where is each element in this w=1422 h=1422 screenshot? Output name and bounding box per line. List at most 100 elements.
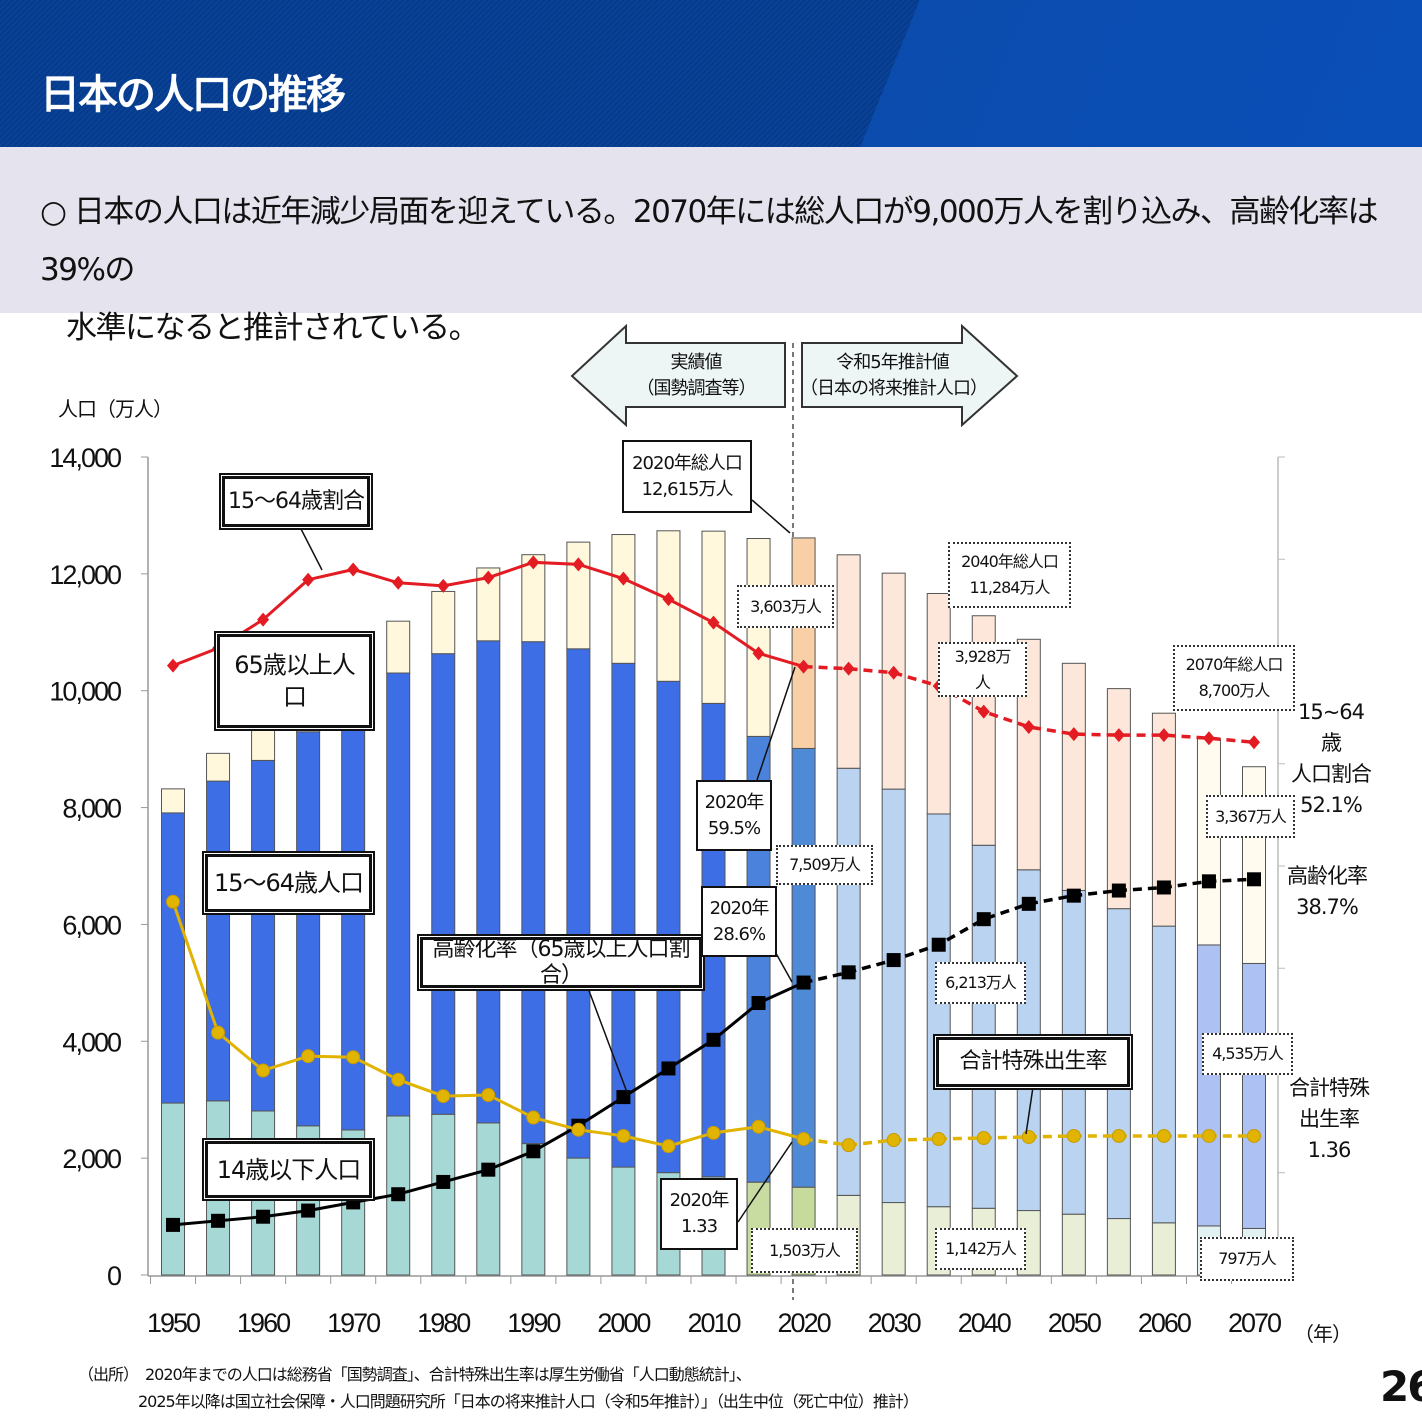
ratio-1564-marker	[437, 578, 450, 593]
ratio-1564-marker	[842, 661, 855, 676]
aging-rate-marker	[166, 1217, 180, 1232]
x-tick-label: 2060	[1138, 1308, 1191, 1338]
y-tick-label: 4,000	[62, 1027, 121, 1057]
p65-2040-line1: 3,928万	[954, 646, 1012, 666]
ratio-1564-marker	[347, 562, 360, 577]
callout-p65-2070: 3,367万人	[1206, 795, 1295, 838]
x-tick-label: 1950	[147, 1308, 200, 1338]
x-tick-label: 2000	[597, 1308, 650, 1338]
aging-rate-marker	[481, 1162, 496, 1177]
callout-total-2070: 2070年総人口 8,700万人	[1173, 645, 1295, 711]
ratio2020-line1: 2020年	[704, 791, 765, 813]
callout-p014-2070: 797万人	[1200, 1237, 1294, 1281]
callout-line-tfr2020	[737, 1141, 793, 1223]
ratio-1564-line-projection	[803, 664, 1255, 745]
tfr-marker	[1066, 1128, 1081, 1143]
summary-text: ○ 日本の人口は近年減少局面を迎えている。2070年には総人口が9,000万人を…	[40, 183, 1410, 357]
callout-line-ratio2020	[756, 666, 796, 781]
bar-segment-age-15-64	[431, 653, 456, 1115]
right-ratio-3: 52.1%	[1300, 793, 1363, 817]
aging-rate-marker	[1021, 896, 1036, 911]
aging-rate-marker	[886, 953, 901, 968]
ratio-1564-marker	[392, 575, 405, 590]
aging-rate-marker	[976, 912, 991, 927]
bar-segment-age-65-plus	[251, 728, 276, 761]
label-pop-65: 65歳以上人口	[217, 634, 372, 728]
aging-rate-marker	[841, 965, 856, 980]
right-label-tfr: 合計特殊 出生率 1.36	[1286, 1073, 1372, 1166]
tfr-marker	[346, 1050, 361, 1065]
aging-rate-marker	[706, 1032, 721, 1047]
aging-rate-marker	[436, 1174, 451, 1189]
ratio-1564-marker	[887, 665, 900, 680]
bar-segment-age-65-plus	[476, 567, 501, 642]
tfr-marker	[1111, 1128, 1126, 1143]
tfr-marker	[526, 1110, 541, 1125]
bar-segment-age-0-14	[161, 1102, 185, 1276]
aging-rate-marker	[1156, 880, 1171, 895]
callout-line-tfr	[1025, 1086, 1034, 1135]
ratio-1564-marker	[572, 557, 585, 572]
tfr-marker	[391, 1072, 406, 1087]
right-tfr-3: 1.36	[1307, 1138, 1352, 1162]
x-tick-label: 2020	[778, 1308, 831, 1338]
actual-label-1: 実績値	[670, 352, 723, 373]
tfr-marker	[1156, 1128, 1171, 1143]
tfr-marker	[166, 894, 180, 909]
right-label-aging: 高齢化率 38.7%	[1284, 861, 1370, 923]
x-tick-label: 2030	[868, 1308, 921, 1338]
callout-ratio-2020: 2020年 59.5%	[696, 780, 772, 851]
tfr-marker	[1247, 1128, 1261, 1143]
bar-segment-age-15-64	[476, 640, 501, 1124]
bar-segment-age-15-64	[206, 780, 231, 1102]
bar-segment-age-15-64	[791, 747, 816, 1188]
summary-panel: ○ 日本の人口は近年減少局面を迎えている。2070年には総人口が9,000万人を…	[0, 147, 1422, 346]
bar-segment-age-15-64	[656, 680, 681, 1174]
bar-segment-age-0-14	[611, 1166, 636, 1276]
tfr2020-line1: 2020年	[669, 1190, 730, 1211]
bar-segment-age-0-14	[1061, 1213, 1086, 1276]
bar-segment-age-15-64	[251, 759, 276, 1112]
bar-segment-age-0-14	[476, 1122, 501, 1276]
ratio-1564-marker	[617, 571, 630, 586]
x-tick-label: 2050	[1048, 1308, 1101, 1338]
tfr-marker	[1021, 1129, 1036, 1144]
bar-segment-age-65-plus	[881, 572, 906, 790]
label-tfr: 合計特殊出生率	[936, 1037, 1130, 1087]
label-ratio-1564: 15～64歳割合	[222, 476, 370, 527]
callout-p1564-2020: 7,509万人	[776, 845, 873, 885]
bar-segment-age-65-plus	[386, 620, 411, 674]
x-tick-label: 1990	[507, 1308, 560, 1338]
tfr-marker	[931, 1132, 946, 1147]
total2040-line2: 11,284万人	[969, 578, 1051, 597]
y-tick-label: 14,000	[49, 443, 121, 473]
y-tick-label: 10,000	[49, 677, 121, 707]
actual-arrow-label: 実績値 （国勢調査等）	[626, 350, 766, 402]
tfr-marker	[661, 1139, 676, 1154]
tfr2020-line2: 1.33	[680, 1216, 718, 1237]
right-tfr-1: 合計特殊	[1289, 1076, 1370, 1100]
aging-rate-marker	[1111, 883, 1126, 898]
source-line-1: （出所） 2020年までの人口は総務省「国勢調査」、合計特殊出生率は厚生労働省「…	[78, 1365, 752, 1384]
ratio-1564-marker	[167, 658, 179, 673]
bar-segment-age-65-plus	[161, 788, 185, 814]
tfr-marker	[841, 1138, 856, 1153]
header-banner: 日本の人口の推移	[0, 0, 1422, 147]
aging-rate-marker	[301, 1203, 316, 1218]
callout-p014-2020: 1,503万人	[751, 1228, 858, 1273]
bar-segment-age-65-plus	[1151, 712, 1176, 927]
tfr-marker	[751, 1119, 766, 1134]
tfr-marker	[301, 1049, 316, 1064]
y-axis-title: 人口（万人）	[58, 397, 173, 421]
bar-segment-age-65-plus	[791, 537, 816, 749]
right-label-ratio: 15~64歳 人口割合 52.1%	[1288, 697, 1374, 821]
bar-segment-age-0-14	[566, 1157, 591, 1276]
right-ratio-1: 15~64歳	[1297, 700, 1365, 755]
x-axis-unit: （年）	[1294, 1322, 1352, 1346]
aging-rate-marker	[661, 1061, 676, 1076]
bar-segment-age-65-plus	[1061, 662, 1086, 891]
bar-segment-age-65-plus	[1106, 688, 1131, 910]
ratio-1564-marker	[1202, 731, 1215, 746]
aging-rate-marker	[211, 1213, 226, 1228]
bar-segment-age-0-14	[1106, 1218, 1131, 1276]
